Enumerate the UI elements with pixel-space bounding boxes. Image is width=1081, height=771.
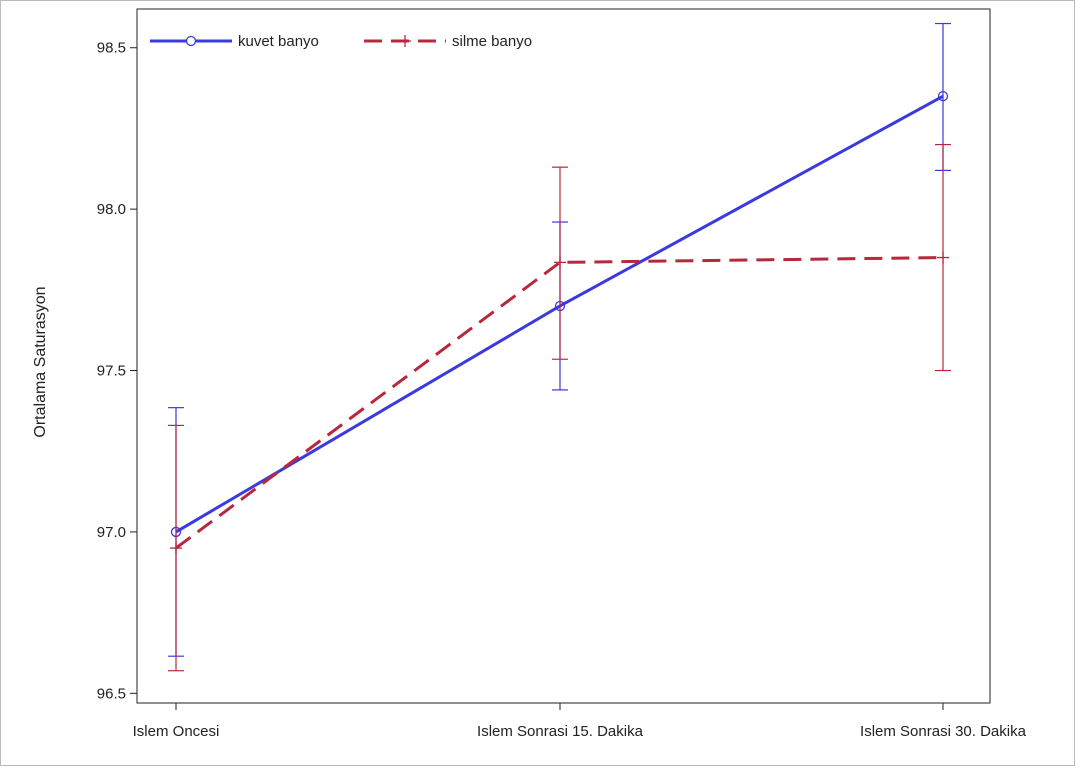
data-point [170,542,182,555]
legend-marker [399,35,411,47]
x-tick-label: Islem Sonrasi 30. Dakika [860,723,1027,740]
y-axis: 96.5 97.0 97.5 98.0 98.5 [97,40,137,702]
legend-entry-0: kuvet banyo [150,33,319,50]
legend: kuvet banyo silme banyo [150,33,532,50]
legend-label: silme banyo [452,33,532,50]
x-tick-label: Islem Oncesi [133,723,220,740]
y-tick-label: 96.5 [97,685,126,702]
series-line [175,256,944,550]
x-tick-label: Islem Sonrasi 15. Dakika [477,723,644,740]
y-tick-label: 98.0 [97,201,126,218]
series-layer [168,22,951,672]
legend-entry-1: silme banyo [364,33,532,50]
y-tick-label: 98.5 [97,40,126,57]
y-tick-label: 97.5 [97,363,126,380]
y-axis-title: Ortalama Saturasyon [32,286,49,437]
plot-area [136,8,991,704]
series-1 [168,143,951,672]
legend-marker [185,35,197,47]
x-axis: Islem Oncesi Islem Sonrasi 15. Dakika Isle… [133,703,1027,740]
legend-label: kuvet banyo [238,33,319,50]
y-tick-label: 97.0 [97,524,126,541]
data-point [937,251,949,264]
data-point [554,256,566,269]
data-point [937,91,949,102]
